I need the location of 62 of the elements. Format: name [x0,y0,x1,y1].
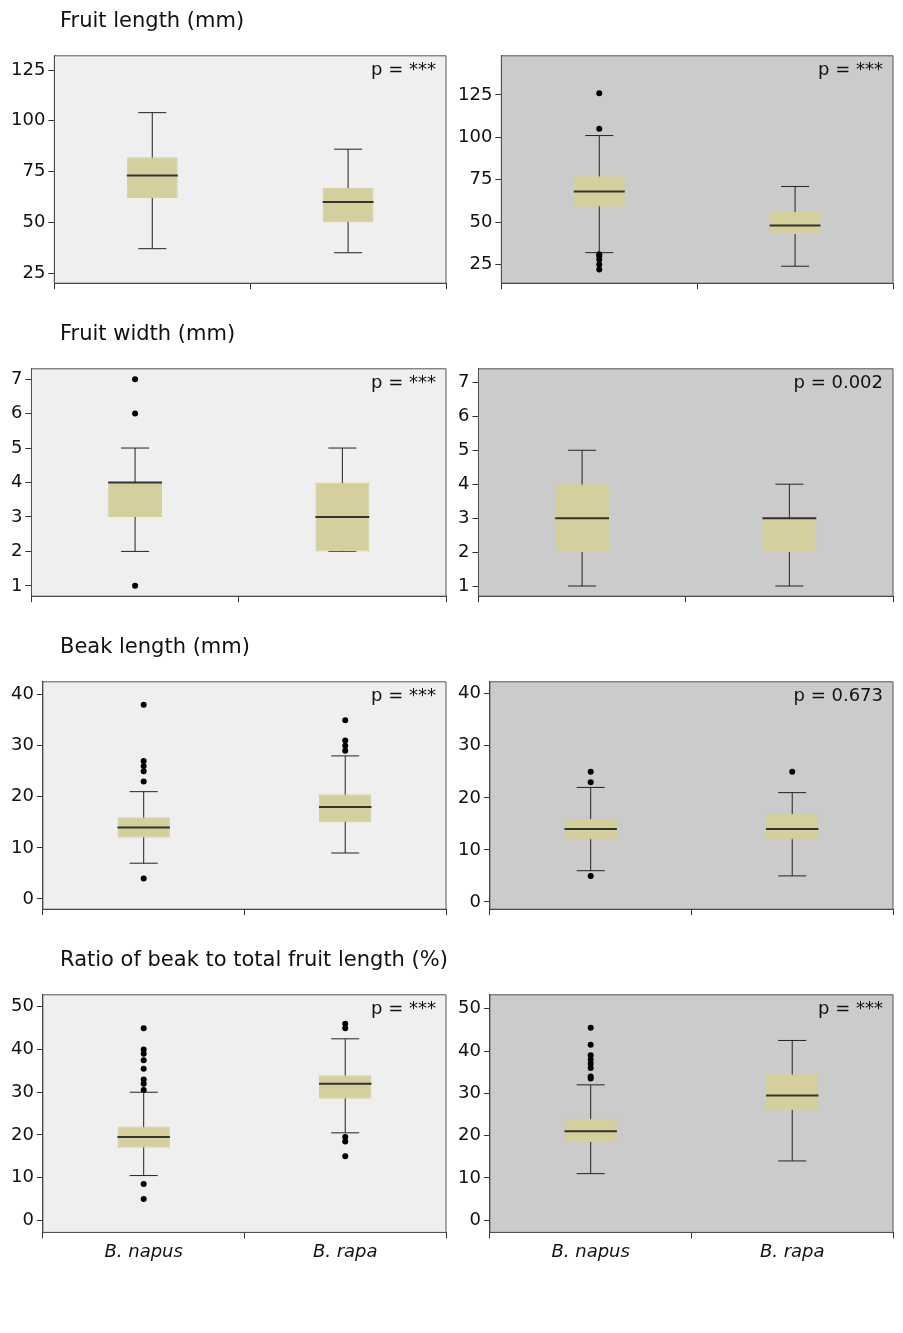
y-tick-label: 50 [458,996,481,1018]
y-tick-label: 30 [458,733,481,755]
y-tick-label: 0 [469,889,481,911]
y-tick-label: 3 [11,504,23,526]
y-tick-label: 10 [11,835,34,857]
y-tick-label: 75 [22,159,46,181]
y-tick-label: 40 [458,681,481,703]
y-tick-label: 5 [11,435,23,457]
annotation: p = *** [818,997,883,1019]
x-tick-label: B. napus [551,1239,630,1261]
y-tick-label: 40 [458,1038,481,1060]
y-tick-label: 0 [22,1208,34,1230]
annotation: p = *** [371,371,436,393]
y-tick-label: 25 [469,252,493,274]
y-tick-label: 2 [458,539,470,561]
y-tick-label: 2 [11,539,23,561]
y-tick-label: 1 [11,573,23,595]
y-tick-label: 7 [458,370,470,392]
annotation: p = 0.002 [793,371,883,393]
y-tick-label: 20 [11,1122,34,1144]
y-tick-label: 125 [11,57,46,79]
y-tick-label: 25 [22,260,46,282]
y-tick-label: 100 [11,108,46,130]
y-tick-label: 6 [11,401,23,423]
annotation: p = *** [371,58,436,80]
y-tick-label: 40 [11,682,34,704]
y-tick-label: 20 [458,785,481,807]
y-tick-label: 0 [469,1207,481,1229]
chart-title: Fruit width (mm) [59,321,237,347]
x-tick-label: B. rapa [759,1239,825,1261]
annotation: p = *** [818,58,883,80]
y-tick-label: 7 [11,366,23,388]
y-tick-label: 20 [11,784,34,806]
y-tick-label: 40 [11,1037,34,1059]
y-tick-label: 0 [22,886,34,908]
annotation: p = 0.673 [793,684,883,706]
y-tick-label: 125 [458,82,493,104]
chart-title: Fruit length (mm) [59,8,246,34]
y-tick-label: 4 [11,470,23,492]
y-tick-label: 75 [469,167,493,189]
y-tick-label: 20 [458,1123,481,1145]
y-tick-label: 3 [458,505,470,527]
y-tick-label: 10 [11,1165,34,1187]
y-tick-label: 30 [458,1080,481,1102]
y-tick-label: 10 [458,837,481,859]
y-tick-label: 50 [469,209,493,231]
y-tick-label: 4 [458,471,470,493]
y-tick-label: 30 [11,733,34,755]
chart-title: Ratio of beak to total fruit length (%) [59,947,448,973]
y-tick-label: 50 [11,994,34,1016]
y-tick-label: 1 [458,573,470,595]
y-tick-label: 10 [458,1165,481,1187]
y-tick-label: 5 [458,437,470,459]
y-tick-label: 30 [11,1079,34,1101]
y-tick-label: 50 [22,209,46,231]
chart-title: Beak length (mm) [59,634,251,660]
y-tick-label: 100 [458,124,493,146]
x-tick-label: B. napus [104,1239,183,1261]
annotation: p = *** [371,684,436,706]
y-tick-label: 6 [458,403,470,425]
x-tick-label: B. rapa [312,1239,378,1261]
annotation: p = *** [371,997,436,1019]
